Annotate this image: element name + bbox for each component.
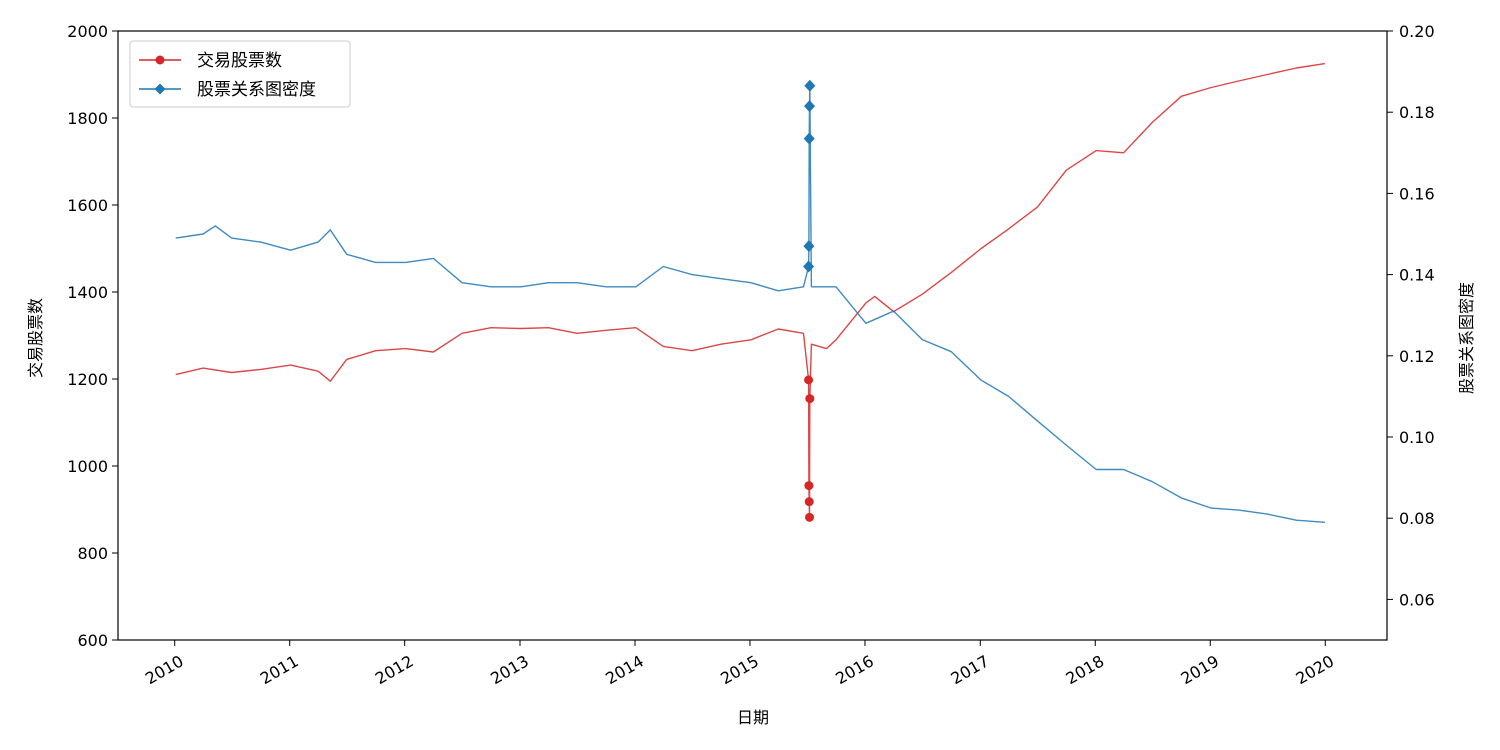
series-line-stock-count — [175, 62, 1326, 518]
plot-frame — [117, 30, 1388, 641]
left-y-tick-label-600: 600 — [77, 631, 108, 650]
right-y-tick-label-0.16: 0.16 — [1399, 184, 1435, 203]
series-layer — [175, 62, 1326, 523]
legend-marker-diamond — [154, 83, 166, 95]
x-axis-title: 日期 — [737, 708, 769, 727]
right-y-tick-label-0.20: 0.20 — [1399, 22, 1435, 41]
data-point-stock-count-3 — [805, 512, 815, 522]
data-point-stock-count-0 — [804, 375, 814, 385]
data-point-stock-count-4 — [805, 394, 815, 404]
left-y-tick-label-800: 800 — [77, 544, 108, 563]
series-line-graph-density — [175, 85, 1325, 523]
left-y-tick-label-2000: 2000 — [67, 22, 108, 41]
data-point-graph-density-3 — [804, 100, 816, 113]
data-point-graph-density-1 — [803, 240, 815, 253]
data-point-stock-count-2 — [804, 497, 814, 507]
right-y-tick-label-0.08: 0.08 — [1399, 509, 1435, 528]
left-y-axis-title: 交易股票数 — [26, 298, 45, 378]
right-y-tick-label-0.18: 0.18 — [1399, 103, 1435, 122]
right-y-tick-label-0.10: 0.10 — [1399, 428, 1435, 447]
legend: 交易股票数 股票关系图密度 — [129, 40, 351, 108]
data-point-stock-count-1 — [804, 481, 814, 491]
data-point-graph-density-4 — [804, 79, 816, 92]
legend-label-stock-count: 交易股票数 — [197, 51, 282, 71]
data-point-graph-density-2 — [803, 132, 815, 145]
left-y-tick-label-1400: 1400 — [67, 283, 108, 302]
right-y-tick-label-0.12: 0.12 — [1399, 347, 1435, 366]
legend-label-graph-density: 股票关系图密度 — [197, 80, 316, 100]
right-y-tick-label-0.14: 0.14 — [1399, 266, 1435, 285]
left-y-tick-label-1200: 1200 — [67, 370, 108, 389]
left-y-tick-label-1800: 1800 — [67, 109, 108, 128]
legend-marker-circle — [155, 55, 165, 65]
data-point-graph-density-0 — [803, 260, 815, 273]
legend-box — [129, 40, 351, 108]
left-y-tick-label-1600: 1600 — [67, 196, 108, 215]
right-y-tick-label-0.06: 0.06 — [1399, 590, 1435, 609]
left-y-tick-label-1000: 1000 — [67, 457, 108, 476]
right-y-axis-title: 股票关系图密度 — [1457, 282, 1476, 394]
